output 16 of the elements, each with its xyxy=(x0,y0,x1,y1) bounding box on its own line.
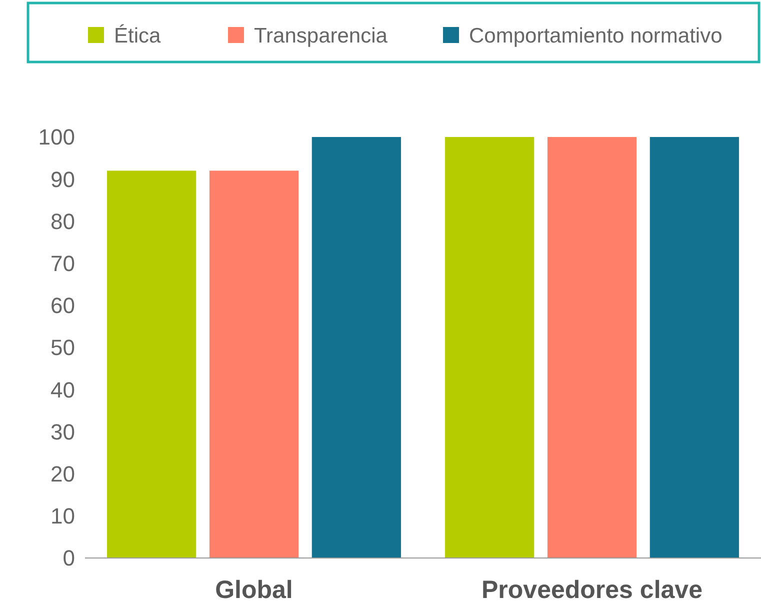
y-tick-label: 80 xyxy=(50,208,75,234)
legend-label: Comportamiento normativo xyxy=(469,24,722,48)
y-tick-label: 30 xyxy=(50,419,75,444)
x-tick-label: Global xyxy=(215,576,293,604)
y-tick-label: 20 xyxy=(50,462,75,486)
legend-label: Ética xyxy=(114,23,162,48)
y-tick-label: 0 xyxy=(62,546,75,571)
legend-label: Transparencia xyxy=(254,24,388,48)
y-tick-label: 100 xyxy=(38,124,75,150)
y-tick-label: 40 xyxy=(50,377,75,402)
y-tick-label: 70 xyxy=(50,251,75,276)
x-tick-label: Proveedores clave xyxy=(482,576,703,604)
y-tick-label: 90 xyxy=(50,166,75,192)
y-tick-label: 50 xyxy=(50,335,75,360)
y-tick-label: 60 xyxy=(50,293,75,318)
y-tick-label: 10 xyxy=(50,504,75,529)
